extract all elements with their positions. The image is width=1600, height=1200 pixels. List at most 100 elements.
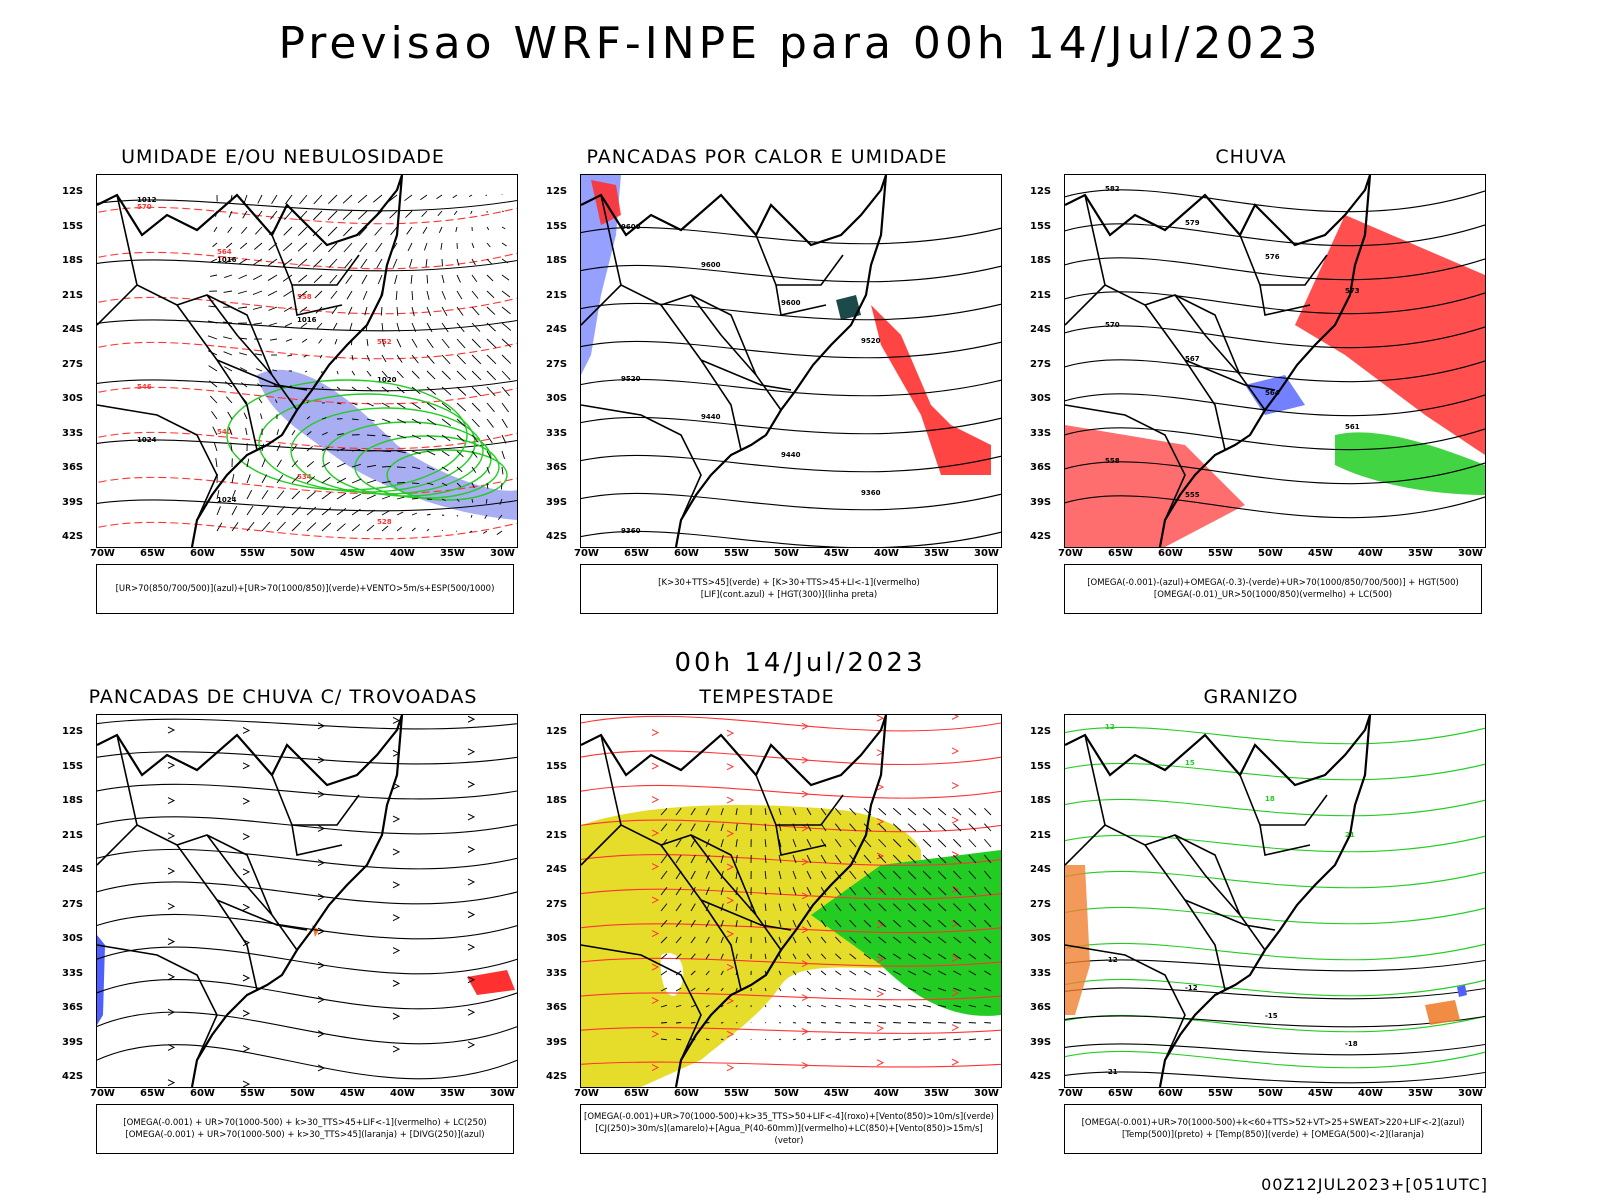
pressure-contours-line [97,379,517,392]
panel-legend: [K>30+TTS>45](verde) + [K>30+TTS>45+LI<-… [580,564,998,614]
panel-title: GRANIZO [1203,686,1299,708]
wind-vector [501,290,511,298]
wind-vector [297,258,308,268]
hgt300-contours-label: 9600 [701,261,721,269]
wind-vector [705,970,710,976]
wind-vector [968,936,977,944]
flow-arrow [951,782,960,789]
wind-vector [968,807,977,816]
wind-vector [849,807,857,816]
flow-arrow [167,832,176,840]
flow-arrow [317,825,326,832]
lon-tick-label: 65W [1108,548,1133,559]
wind-vector [268,322,278,326]
wind-vector [426,354,435,364]
wind-vector [321,417,327,420]
wind-vector [675,936,682,944]
wind-vector [389,210,398,219]
lat-tick-label: 12S [546,186,568,197]
wind-vector [426,290,430,300]
wind-vector [276,505,286,516]
wind-vector [411,482,420,484]
wind-vector [720,887,724,896]
wind-vector [806,919,812,928]
temp850-contours-label: 12 [1105,723,1115,731]
wind-vector [252,274,263,281]
wind-vector [343,226,353,237]
wind-vector [349,322,353,331]
thickness-contours-label: 540 [217,428,232,436]
wind-vector [806,854,812,864]
flow-arrow [726,997,735,1005]
flow-arrow [726,1064,735,1072]
wind-vector [362,290,368,300]
wind-vector [327,226,338,237]
wind-vector [316,322,323,329]
wind-vector [471,466,477,473]
lon-tick-label: 40W [390,548,415,559]
wind-vector [426,513,431,516]
wind-vector [486,402,495,413]
temp850-contours-line [1065,834,1485,853]
wind-vector [486,306,496,315]
streamlines-250 [97,715,517,1087]
wind-vector [304,370,308,373]
wind-vector [720,970,724,976]
wind-vector [471,402,481,412]
lat-tick-label: 36S [1030,462,1052,473]
wind-vector [261,474,268,484]
wind-vector [351,418,359,421]
lon-tick-label: 35W [924,548,949,559]
streamlines-250-line [97,979,517,1010]
wind-vector [485,194,488,196]
temp500-contours-label: -12 [1185,984,1198,992]
wind-vector [863,987,872,992]
wind-vector [660,903,668,912]
thickness-contours: 570 564 558 552 546 540 534 528 [97,203,517,540]
wind-vector [892,903,902,912]
lat-tick-label: 27S [1030,358,1052,370]
wind-vector [441,482,448,487]
wind-vector [863,886,872,896]
wind-vector [834,886,842,896]
wind-vector [806,936,812,944]
wind-vector [778,970,782,976]
hgt500-contours-label: 567 [1185,355,1200,363]
flow-arrow [242,868,251,876]
wind-vector [937,919,947,928]
lon-tick-label: 40W [390,1088,415,1099]
wind-vector [213,442,218,452]
wind-vector [411,402,421,410]
lon-tick-label: 35W [1408,1088,1433,1099]
lon-tick-label: 30W [1458,1088,1483,1099]
wind-vector [778,936,782,944]
lat-tick-label: 24S [62,864,84,875]
wind-vector [357,194,368,204]
wind-vector [892,953,902,960]
wind-vector [835,970,842,976]
wind-vector [984,1004,992,1008]
lon-tick-label: 35W [1408,548,1433,559]
hgt300-contours-label: 9600 [781,299,801,307]
wind-vector [878,1004,887,1008]
wind-vector [411,434,422,440]
flow-arrow [317,893,326,901]
wind-vector [806,870,812,880]
wind-vector [486,418,494,428]
wind-vector [411,322,417,333]
thickness-contours-label: 552 [377,338,392,346]
wind-vector [735,1004,738,1008]
wind-vector [878,970,887,976]
lat-tick-label: 27S [62,358,84,370]
wind-vector [396,526,403,532]
wind-vector [312,210,323,221]
wind-vector [426,402,437,411]
lat-tick-label: 30S [546,393,568,404]
wind-vector [246,474,251,484]
wind-vector [497,514,503,520]
wind-vector [820,919,827,928]
wind-vector [426,370,436,380]
wind-vector [675,807,682,816]
wind-vector [253,322,263,325]
